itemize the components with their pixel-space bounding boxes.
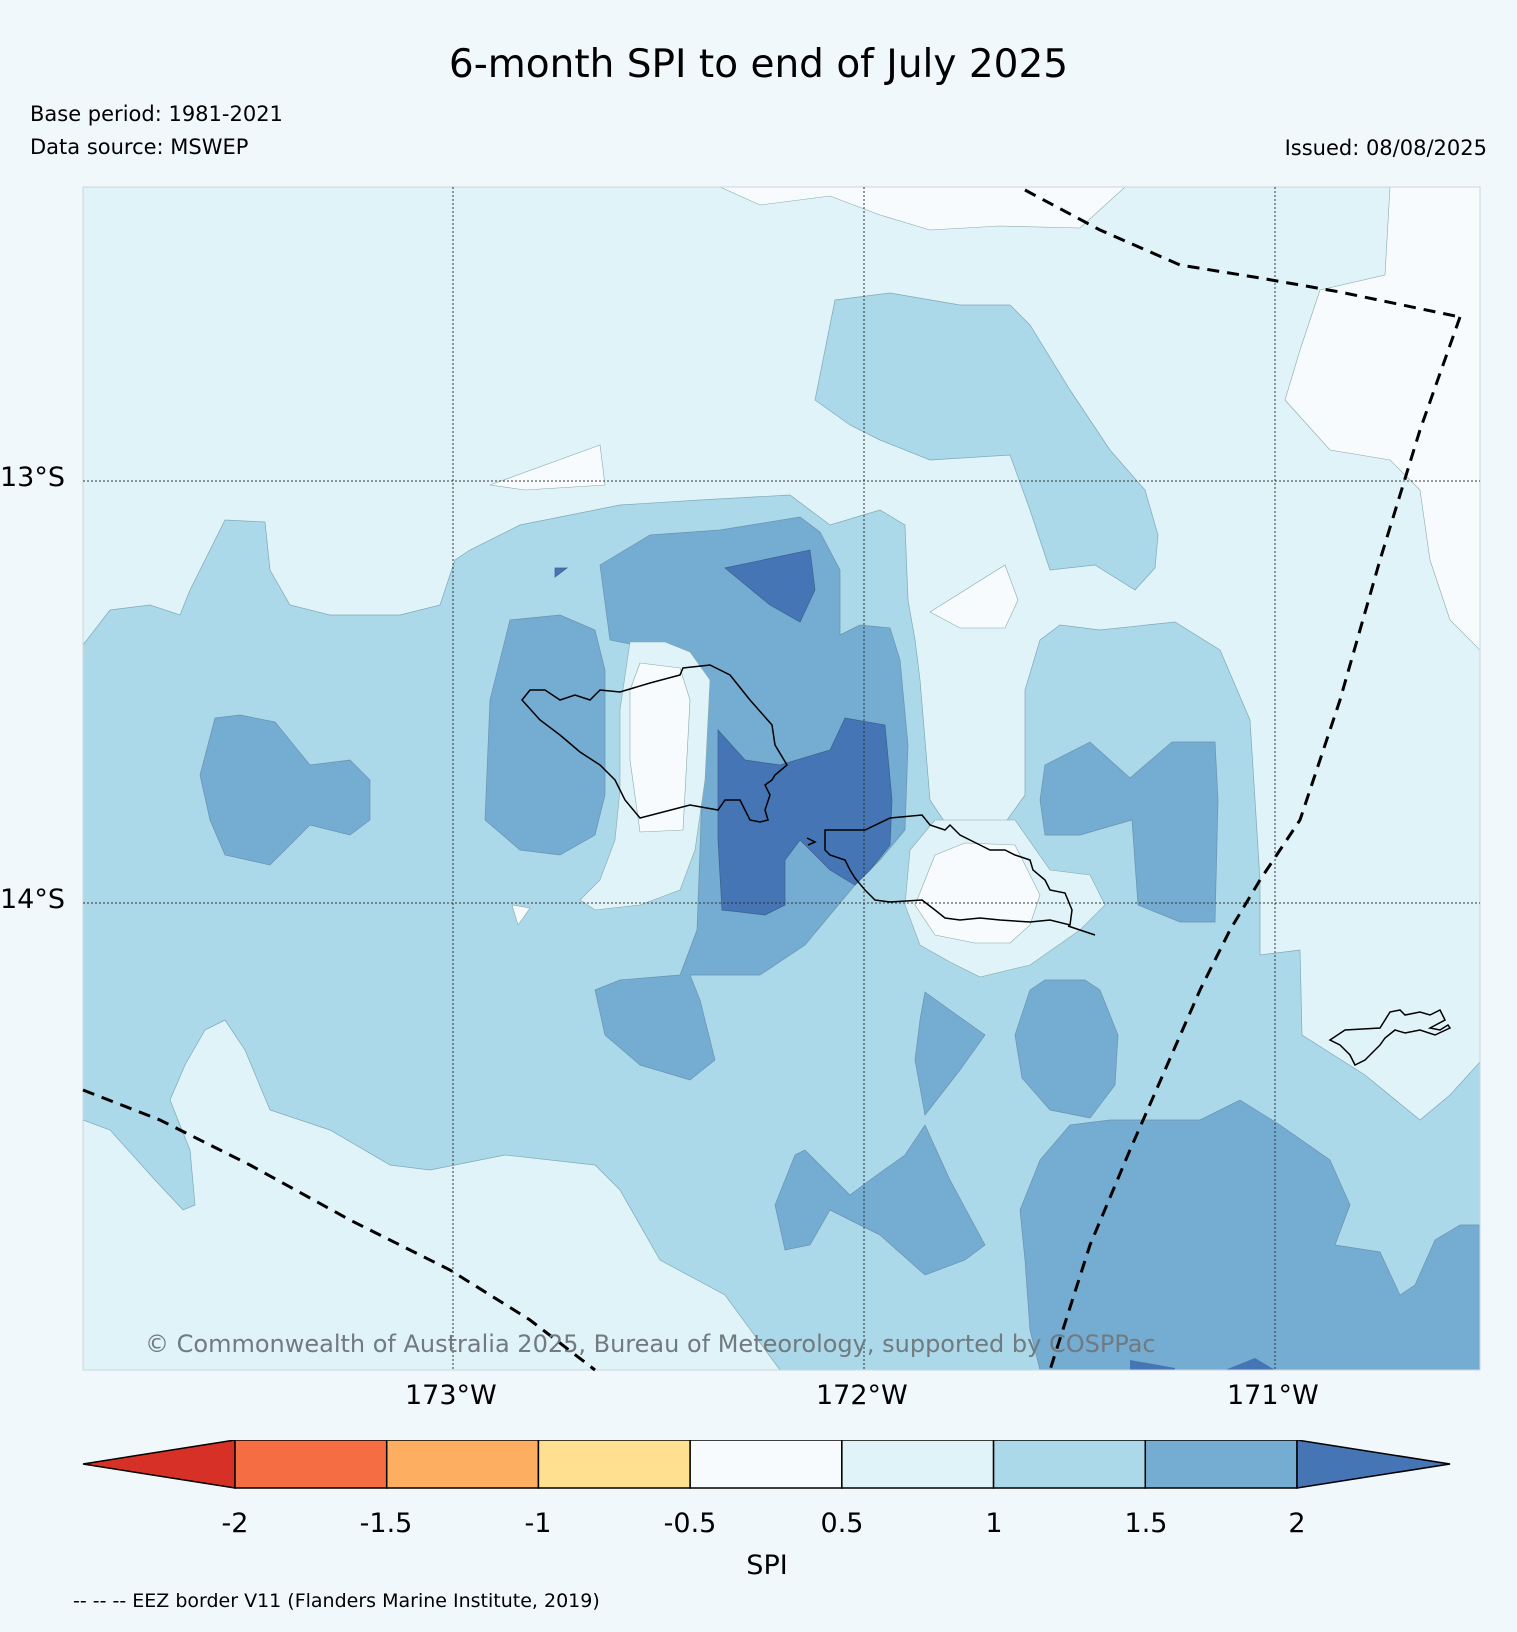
colorbar-cell	[992, 1440, 1147, 1489]
spi-patch-1-5-to-2	[1014, 979, 1119, 1119]
eez-border-north	[1024, 188, 1461, 319]
colorbar-arrow-high	[1296, 1440, 1451, 1489]
savaii-coastline	[521, 664, 788, 823]
lon-label-173w: 173°W	[405, 1380, 497, 1411]
spi-patch-1-5-to-2	[914, 991, 986, 1116]
apolima-coastline	[806, 837, 817, 846]
spi-patch-1-5-to-2	[1039, 741, 1219, 923]
lat-label-13s: 13°S	[0, 462, 65, 493]
colorbar-cell	[385, 1440, 540, 1489]
colorbar-title: SPI	[746, 1550, 788, 1581]
base-period-text: Base period: 1981-2021	[30, 102, 283, 126]
coastlines	[521, 664, 1452, 1067]
spi-patch-neutral	[929, 564, 1019, 629]
copyright-credit: © Commonwealth of Australia 2025, Bureau…	[145, 1330, 1156, 1358]
colorbar-cell	[689, 1440, 843, 1489]
spi-patch-1-5-to-2	[199, 714, 371, 866]
tutuila-coastline	[1328, 1008, 1452, 1067]
colorbar-tick-label: 1.5	[1124, 1508, 1168, 1539]
eez-border-southwest	[82, 1088, 596, 1372]
colorbar-cell	[841, 1440, 995, 1489]
colorbar-tick-label: 2	[1288, 1508, 1306, 1539]
spi-patch-neutral	[914, 842, 1041, 944]
issued-date-text: Issued: 08/08/2025	[1284, 136, 1487, 160]
spi-patch-1-5-to-2	[484, 614, 606, 856]
colorbar-cell	[537, 1440, 691, 1489]
colorbar-cell	[1144, 1440, 1298, 1489]
colorbar-tick-label: 0.5	[820, 1508, 864, 1539]
spi-patch-gt-2	[1130, 1360, 1175, 1370]
eez-borders	[82, 188, 1462, 1372]
colorbar-tick-label: 1	[985, 1508, 1003, 1539]
spi-patch-neutral	[511, 904, 531, 926]
spi-patch-gt-2	[724, 549, 816, 623]
colorbar-tick-label: -1	[524, 1508, 552, 1539]
spi-colorbar	[82, 1440, 1451, 1489]
spi-patch-neutral	[630, 187, 1126, 231]
upolu-coastline	[824, 814, 1073, 926]
colorbar-arrow-low	[82, 1440, 236, 1489]
spi-contours	[83, 187, 1480, 1370]
spi-patch-neutral	[489, 444, 606, 491]
upolu-tail-coastline	[1067, 925, 1096, 936]
map-title: 6-month SPI to end of July 2025	[448, 42, 1069, 87]
eez-footnote: -- -- -- EEZ border V11 (Flanders Marine…	[73, 1590, 600, 1612]
colorbar-tick-label: -1.5	[359, 1508, 413, 1539]
lon-label-172w: 172°W	[816, 1380, 908, 1411]
data-source-text: Data source: MSWEP	[30, 135, 249, 159]
spi-patch-1-5-to-2	[774, 1124, 986, 1276]
map-frame	[82, 186, 1481, 1371]
eez-border-east	[1048, 316, 1462, 1371]
spi-patch-neutral	[629, 662, 691, 833]
spi-patch-1-5-to-2	[1019, 1099, 1480, 1370]
lat-label-14s: 14°S	[0, 884, 65, 915]
spi-patch-gt-2	[1225, 1358, 1275, 1370]
colorbar-cell	[234, 1440, 388, 1489]
colorbar-tick-label: -2	[221, 1508, 249, 1539]
spi-patch-1-to-1-5	[814, 292, 1159, 591]
spi-patch-neutral	[1284, 187, 1480, 651]
lon-label-171w: 171°W	[1227, 1380, 1319, 1411]
colorbar-cells	[82, 1440, 1451, 1489]
colorbar-tick-label: -0.5	[663, 1508, 717, 1539]
spi-patch-gt-2	[554, 567, 569, 578]
